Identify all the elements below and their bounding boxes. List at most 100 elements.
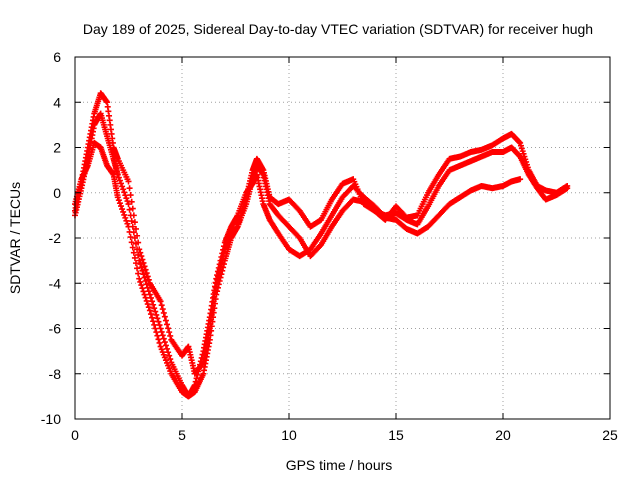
data-point	[564, 185, 571, 192]
data-point	[140, 288, 147, 295]
data-point	[196, 365, 203, 372]
x-tick-label: 20	[495, 427, 511, 443]
data-point	[123, 195, 130, 202]
chart-title: Day 189 of 2025, Sidereal Day-to-day VTE…	[83, 21, 593, 37]
data-point	[125, 223, 132, 230]
data-point	[126, 206, 133, 213]
data-point	[517, 176, 524, 183]
series-track-3	[72, 139, 524, 400]
data-point	[141, 274, 148, 281]
data-point	[215, 264, 222, 271]
data-point	[153, 311, 160, 318]
data-point	[160, 309, 167, 316]
data-series	[72, 90, 571, 400]
x-axis-label: GPS time / hours	[286, 457, 393, 473]
x-tick-label: 25	[602, 427, 618, 443]
data-point	[167, 332, 174, 339]
data-point	[145, 276, 152, 283]
data-point	[218, 254, 225, 261]
data-point	[142, 277, 149, 284]
data-point	[132, 260, 139, 267]
data-point	[124, 220, 131, 227]
data-point	[159, 306, 166, 313]
data-point	[143, 297, 150, 304]
data-point	[151, 305, 158, 312]
data-point	[144, 284, 151, 291]
data-point	[160, 335, 167, 342]
data-point	[192, 378, 199, 385]
data-point	[127, 212, 134, 219]
data-point	[132, 240, 139, 247]
data-point	[215, 281, 222, 288]
data-point	[196, 361, 203, 368]
data-point	[127, 192, 134, 199]
data-point	[118, 180, 125, 187]
data-point	[198, 354, 205, 361]
data-point	[162, 317, 169, 324]
data-point	[161, 339, 168, 346]
data-point	[124, 198, 131, 205]
data-point	[143, 281, 150, 288]
data-point	[146, 291, 153, 298]
data-point	[114, 194, 121, 201]
data-point	[157, 325, 164, 332]
data-point	[219, 250, 226, 257]
data-point	[125, 201, 132, 208]
data-point	[165, 325, 172, 332]
data-point	[137, 278, 144, 285]
data-point	[129, 244, 136, 251]
data-point	[144, 301, 151, 308]
data-point	[162, 342, 169, 349]
data-point	[164, 345, 171, 352]
data-point	[116, 200, 123, 207]
x-tick-label: 15	[388, 427, 404, 443]
data-point	[194, 371, 201, 378]
y-tick-label: 2	[53, 140, 61, 156]
data-point	[145, 304, 152, 311]
y-tick-label: 0	[53, 185, 61, 201]
data-point	[217, 257, 224, 264]
data-point	[129, 205, 136, 212]
data-point	[150, 318, 157, 325]
data-point	[120, 208, 127, 215]
data-point	[122, 214, 129, 221]
data-point	[516, 139, 523, 146]
data-point	[139, 256, 146, 263]
data-point	[137, 261, 144, 268]
data-point	[121, 189, 128, 196]
data-point	[156, 322, 163, 329]
data-point	[136, 257, 143, 264]
data-point	[165, 349, 172, 356]
data-point	[136, 275, 143, 282]
data-point	[146, 307, 153, 314]
data-point	[167, 356, 174, 363]
data-point	[191, 382, 198, 389]
data-point	[127, 234, 134, 241]
data-point	[164, 321, 171, 328]
data-point	[126, 185, 133, 192]
data-point	[216, 261, 223, 268]
data-point	[115, 197, 122, 204]
data-point	[141, 263, 148, 270]
data-point	[122, 192, 129, 199]
data-point	[158, 302, 165, 309]
y-tick-label: -4	[49, 275, 62, 291]
data-point	[220, 243, 227, 250]
x-tick-label: 10	[281, 427, 297, 443]
data-point	[159, 332, 166, 339]
data-point	[140, 271, 147, 278]
grid	[75, 57, 610, 419]
data-point	[150, 301, 157, 308]
data-point	[154, 332, 161, 339]
data-point	[214, 272, 221, 279]
data-point	[138, 253, 145, 260]
data-point	[120, 186, 127, 193]
data-point	[131, 219, 138, 226]
data-point	[128, 218, 135, 225]
data-point	[116, 177, 123, 184]
data-point	[157, 298, 164, 305]
data-point	[147, 311, 154, 318]
data-point	[139, 267, 146, 274]
data-point	[213, 275, 220, 282]
data-point	[153, 329, 160, 336]
